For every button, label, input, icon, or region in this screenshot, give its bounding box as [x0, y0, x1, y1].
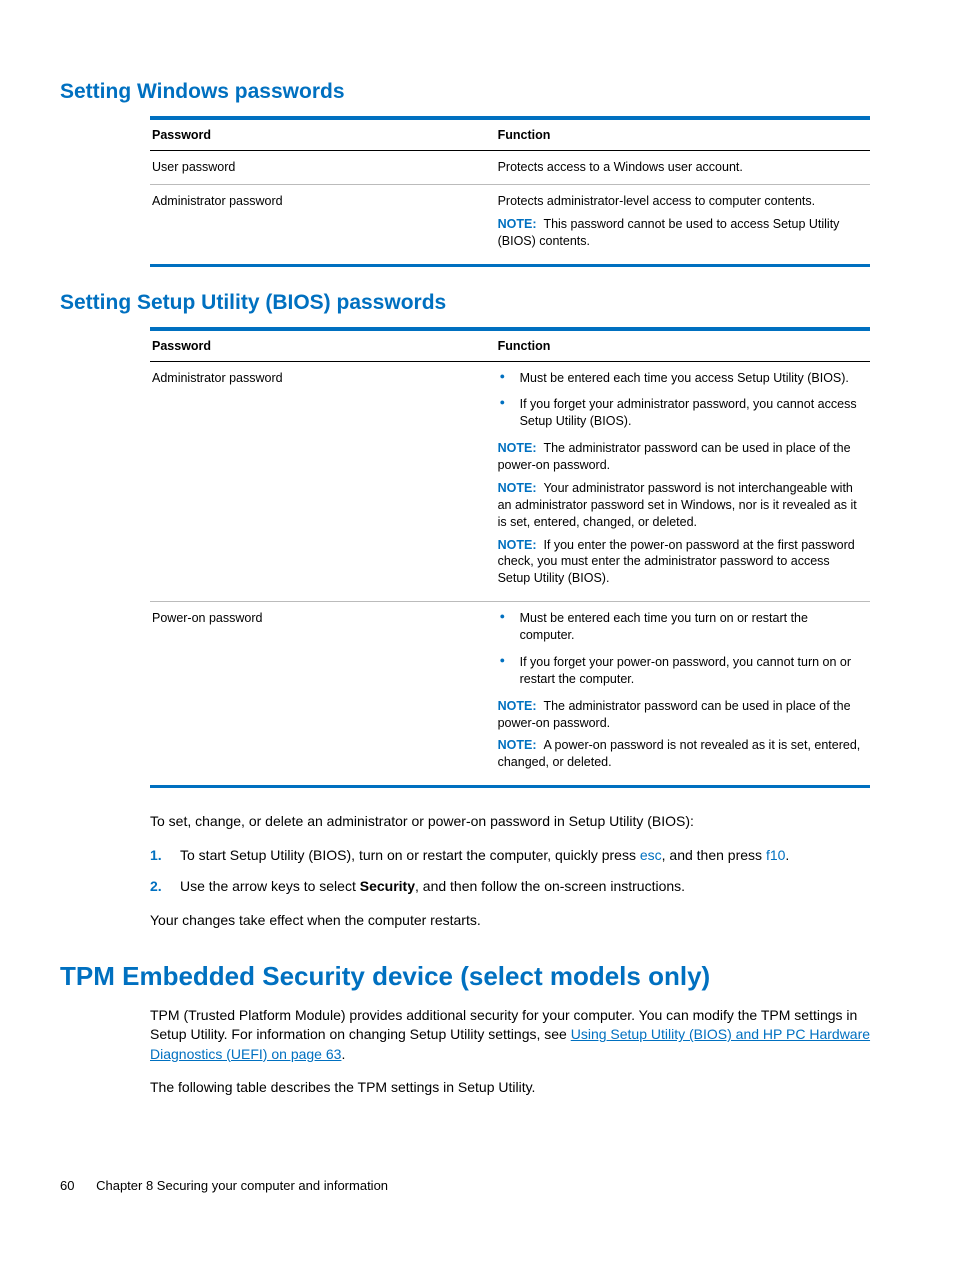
step-item: 2. Use the arrow keys to select Security… [150, 877, 884, 897]
cell-function: Must be entered each time you access Set… [496, 361, 870, 602]
step-number: 2. [150, 877, 162, 897]
cell-password: User password [150, 151, 496, 185]
note-label: NOTE: [498, 441, 537, 455]
table-row: Administrator password Protects administ… [150, 184, 870, 265]
note-label: NOTE: [498, 217, 537, 231]
step-bold: Security [360, 878, 415, 894]
table-bios-passwords: Password Function Administrator password… [150, 327, 870, 789]
note-text: The administrator password can be used i… [498, 699, 851, 730]
note: NOTE: This password cannot be used to ac… [498, 216, 864, 250]
heading-bios-passwords: Setting Setup Utility (BIOS) passwords [60, 291, 884, 315]
cell-password: Power-on password [150, 602, 496, 787]
list-item: If you forget your administrator passwor… [498, 396, 864, 430]
note-text: If you enter the power-on password at th… [498, 538, 855, 586]
note-text: The administrator password can be used i… [498, 441, 851, 472]
note-label: NOTE: [498, 738, 537, 752]
cell-password: Administrator password [150, 361, 496, 602]
table-header-password: Password [150, 118, 496, 151]
keycap-esc: esc [640, 847, 662, 863]
note-label: NOTE: [498, 481, 537, 495]
note: NOTE: Your administrator password is not… [498, 480, 864, 531]
table-row: Power-on password Must be entered each t… [150, 602, 870, 787]
paragraph-tpm-table-intro: The following table describes the TPM se… [150, 1078, 884, 1098]
list-item: Must be entered each time you turn on or… [498, 610, 864, 644]
note-label: NOTE: [498, 699, 537, 713]
note-label: NOTE: [498, 538, 537, 552]
note: NOTE: If you enter the power-on password… [498, 537, 864, 588]
cell-function: Must be entered each time you turn on or… [496, 602, 870, 787]
table-header-function: Function [496, 329, 870, 362]
step-text: . [785, 847, 789, 863]
heading-windows-passwords: Setting Windows passwords [60, 80, 884, 104]
list-item: Must be entered each time you access Set… [498, 370, 864, 387]
paragraph-tpm-intro: TPM (Trusted Platform Module) provides a… [150, 1006, 884, 1065]
step-number: 1. [150, 846, 162, 866]
cell-password: Administrator password [150, 184, 496, 265]
note: NOTE: The administrator password can be … [498, 440, 864, 474]
step-item: 1. To start Setup Utility (BIOS), turn o… [150, 846, 884, 866]
note: NOTE: The administrator password can be … [498, 698, 864, 732]
cell-function: Protects access to a Windows user accoun… [496, 151, 870, 185]
paragraph-closing: Your changes take effect when the comput… [150, 911, 884, 931]
bullet-list: Must be entered each time you access Set… [498, 370, 864, 431]
cell-function-text: Protects administrator-level access to c… [498, 193, 864, 210]
note-text: Your administrator password is not inter… [498, 481, 857, 529]
page-number: 60 [60, 1178, 74, 1193]
steps-list: 1. To start Setup Utility (BIOS), turn o… [150, 846, 884, 897]
chapter-title: Chapter 8 Securing your computer and inf… [96, 1178, 388, 1193]
table-row: Administrator password Must be entered e… [150, 361, 870, 602]
paragraph-intro-steps: To set, change, or delete an administrat… [150, 812, 884, 832]
table-row: User password Protects access to a Windo… [150, 151, 870, 185]
step-text: , and then follow the on-screen instruct… [415, 878, 685, 894]
bullet-list: Must be entered each time you turn on or… [498, 610, 864, 688]
cell-function: Protects administrator-level access to c… [496, 184, 870, 265]
note: NOTE: A power-on password is not reveale… [498, 737, 864, 771]
note-text: A power-on password is not revealed as i… [498, 738, 861, 769]
keycap-f10: f10 [766, 847, 785, 863]
step-text: , and then press [662, 847, 766, 863]
step-text: Use the arrow keys to select [180, 878, 360, 894]
note-text: This password cannot be used to access S… [498, 217, 840, 248]
step-text: To start Setup Utility (BIOS), turn on o… [180, 847, 640, 863]
table-windows-passwords: Password Function User password Protects… [150, 116, 870, 267]
page-footer: 60 Chapter 8 Securing your computer and … [60, 1178, 884, 1193]
heading-tpm: TPM Embedded Security device (select mod… [60, 961, 884, 992]
list-item: If you forget your power-on password, yo… [498, 654, 864, 688]
table-header-function: Function [496, 118, 870, 151]
table-header-password: Password [150, 329, 496, 362]
para-text: . [341, 1046, 345, 1062]
